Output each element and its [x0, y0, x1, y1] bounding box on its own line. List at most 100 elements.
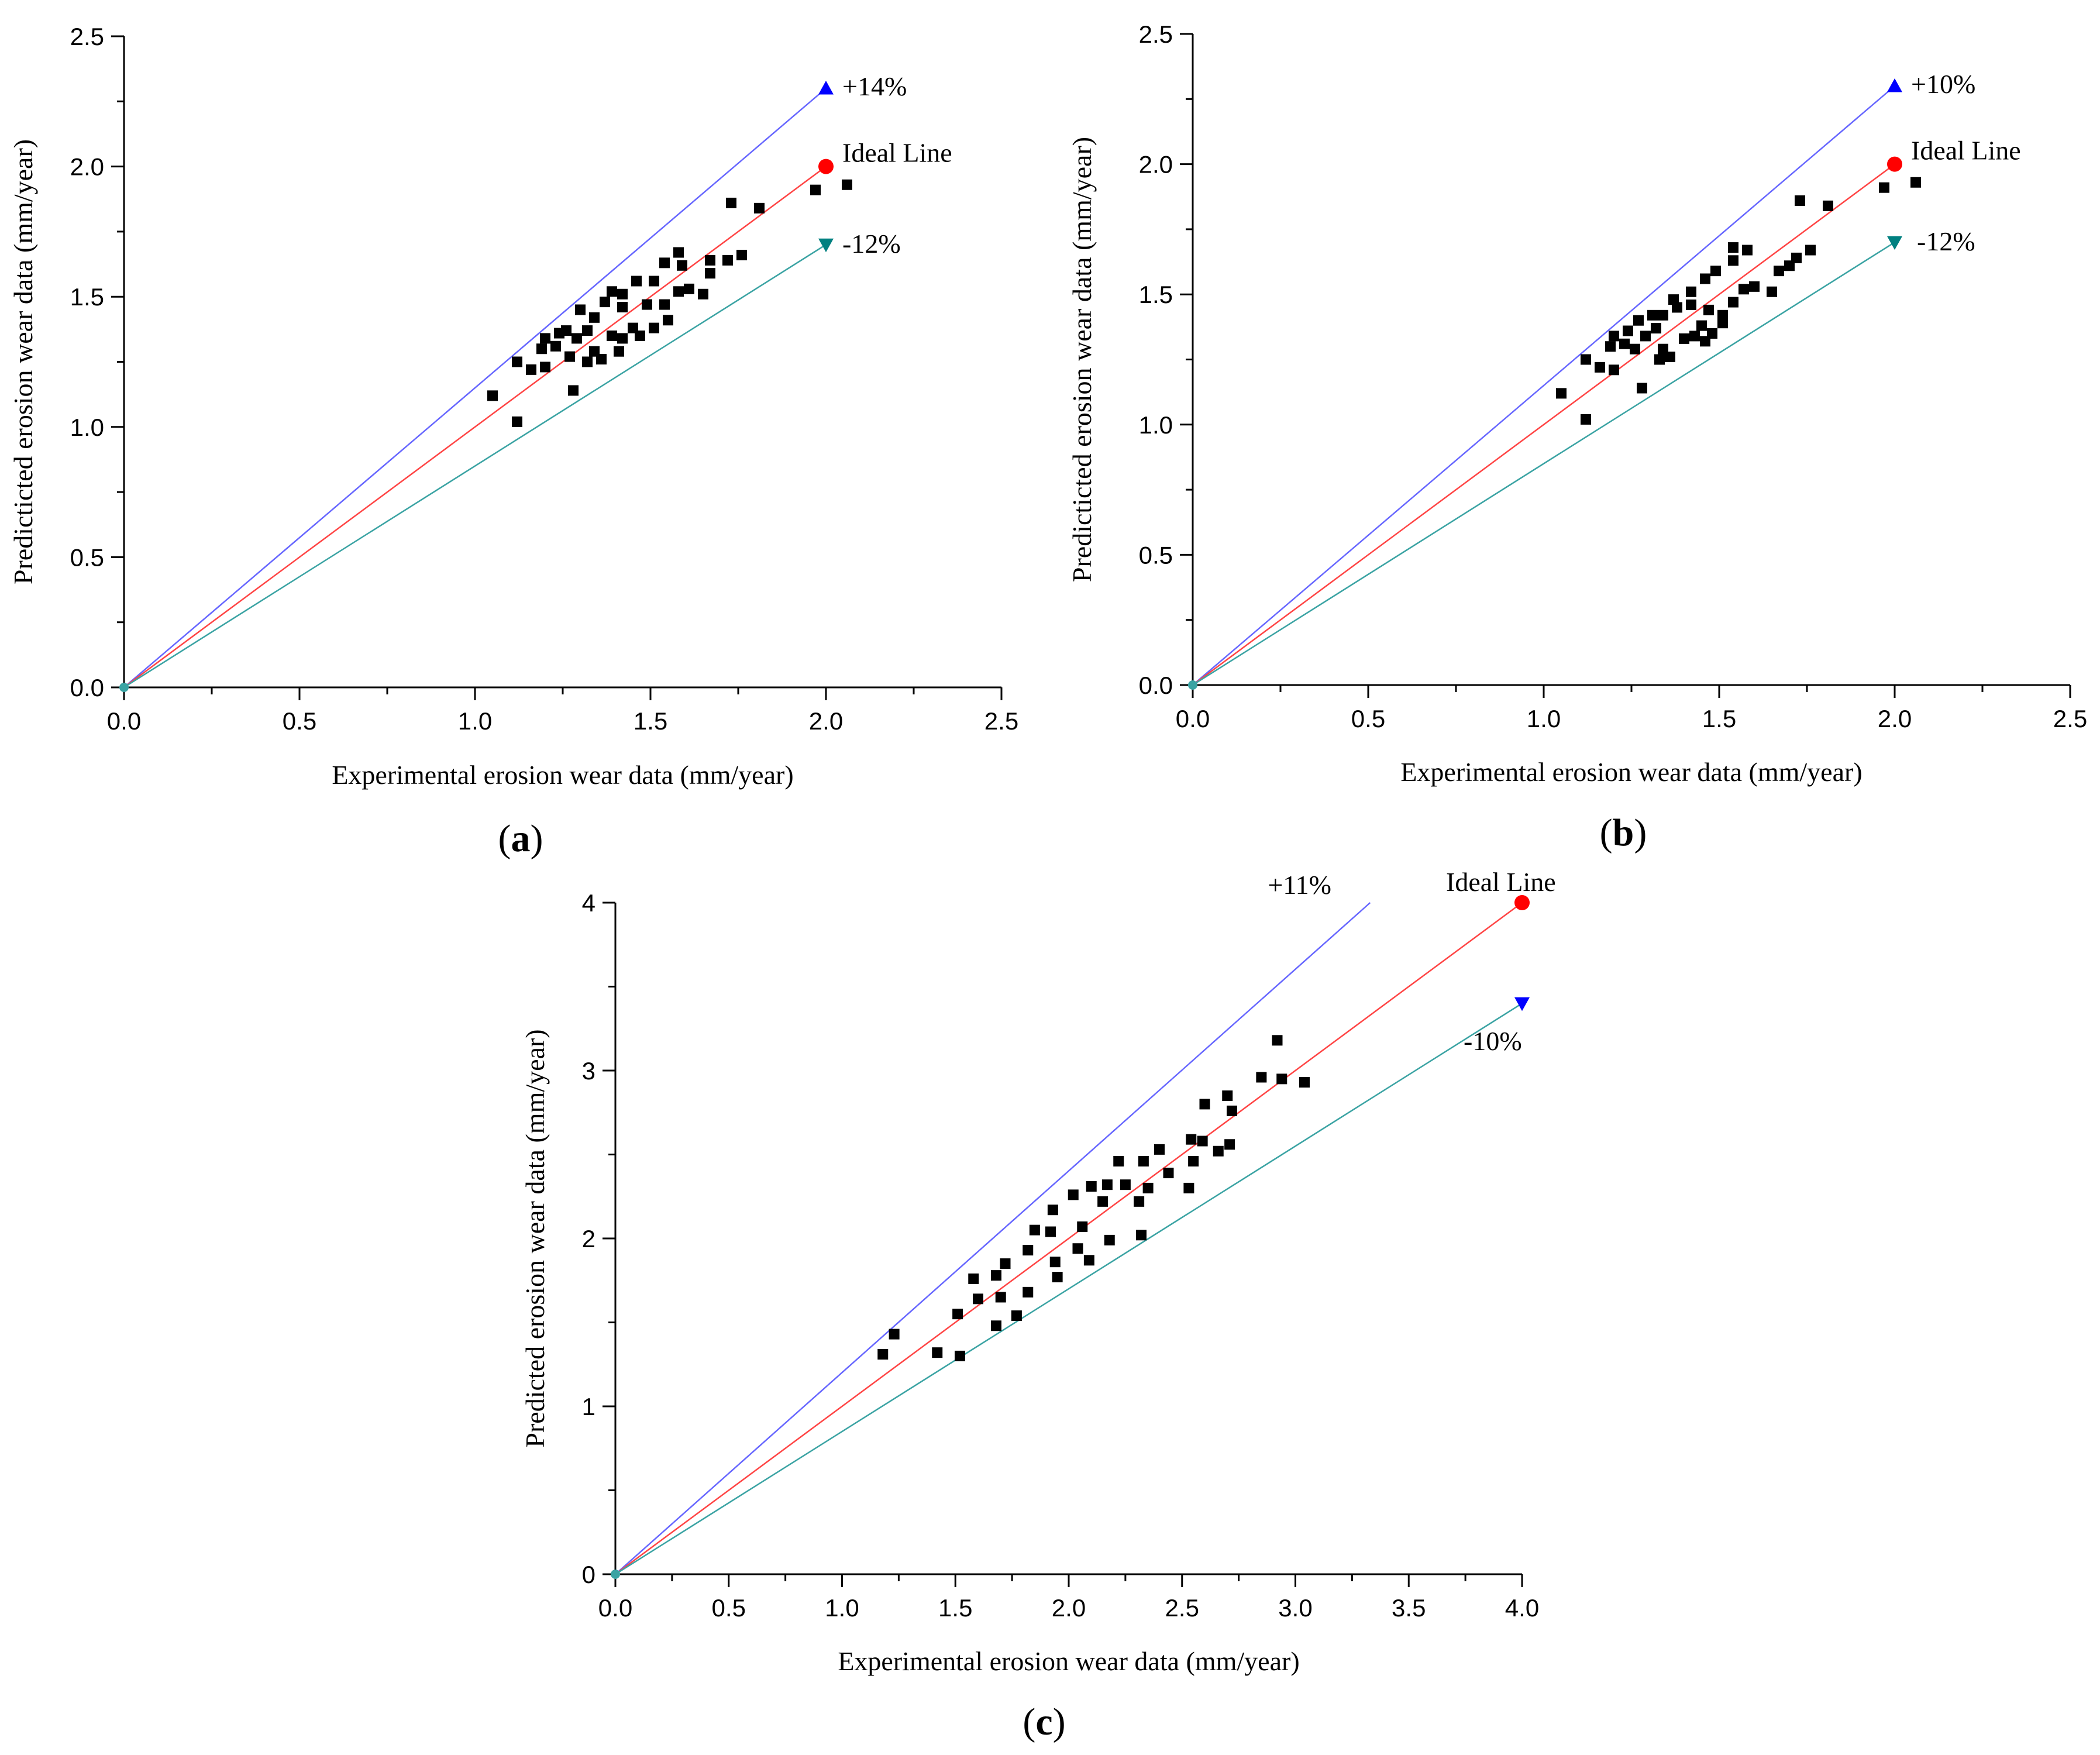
series-line-12: [1192, 242, 1895, 686]
data-point: [1188, 1155, 1199, 1166]
data-point: [600, 297, 610, 308]
end-marker-ideal-line: [818, 159, 834, 174]
data-point: [1605, 341, 1616, 352]
end-marker-12: [1887, 236, 1902, 250]
data-point: [572, 333, 582, 344]
data-point: [575, 304, 586, 315]
series-line-14: [123, 88, 827, 688]
y-tick-label: 3: [582, 1057, 595, 1085]
data-point: [561, 325, 572, 336]
data-point: [1630, 343, 1640, 355]
data-point: [1689, 331, 1700, 342]
x-tick-label: 0.0: [598, 1594, 632, 1622]
y-tick-label: 0.5: [70, 543, 104, 571]
data-point: [1710, 266, 1721, 277]
end-marker-10: [1514, 997, 1530, 1011]
data-point: [568, 385, 579, 396]
series-label-12: -12%: [1917, 226, 1975, 256]
series-line-11: [615, 902, 1371, 1575]
data-point: [1299, 1077, 1310, 1088]
x-axis-title: Experimental erosion wear data (mm/year): [332, 760, 793, 790]
data-point: [1154, 1144, 1165, 1155]
y-tick-label: 1.0: [70, 414, 104, 441]
data-point: [649, 322, 659, 333]
data-point: [955, 1350, 965, 1361]
data-point: [1000, 1258, 1011, 1269]
data-point: [1120, 1179, 1131, 1190]
data-point: [512, 356, 522, 367]
data-point: [1222, 1090, 1233, 1102]
data-point: [889, 1329, 900, 1340]
data-point: [726, 197, 736, 208]
x-axis-title: Experimental erosion wear data (mm/year): [838, 1646, 1299, 1676]
x-tick-label: 0.5: [712, 1594, 746, 1622]
data-point: [642, 299, 652, 310]
data-point: [1213, 1145, 1224, 1157]
data-point: [736, 249, 747, 260]
data-point: [1272, 1035, 1283, 1046]
series-label-10: -10%: [1464, 1026, 1522, 1056]
data-point: [698, 288, 708, 300]
series-line-ideal-line: [615, 901, 1523, 1575]
data-point: [607, 330, 617, 341]
y-tick-label: 1: [582, 1393, 595, 1420]
data-point: [1665, 352, 1675, 363]
data-point: [722, 254, 733, 266]
y-tick-label: 2.0: [70, 153, 104, 181]
data-point: [754, 202, 765, 214]
data-point: [1142, 1182, 1154, 1193]
data-point: [540, 333, 550, 344]
data-point: [1640, 331, 1651, 342]
data-point: [673, 286, 684, 297]
data-point: [1717, 318, 1728, 329]
data-point: [1068, 1189, 1079, 1200]
x-tick-label: 0.5: [1351, 705, 1385, 732]
data-point: [649, 276, 659, 287]
x-tick-label: 0.0: [1176, 705, 1210, 732]
chart-a: 0.0 0.5 1.0 1.5 2.0 2.5 0.0 0.5 1.0 1.5 2.0 2.5 Expe…: [8, 23, 1018, 860]
data-point: [1633, 315, 1644, 326]
data-point: [1795, 195, 1805, 206]
data-point: [1134, 1196, 1145, 1207]
data-point: [1595, 362, 1605, 373]
data-point: [1023, 1245, 1034, 1256]
series-label-12: -12%: [842, 229, 901, 259]
data-point: [1749, 281, 1760, 292]
data-point: [1637, 383, 1647, 394]
data-point: [536, 343, 547, 355]
data-point: [1651, 323, 1661, 334]
data-point: [540, 362, 550, 373]
series-line-ideal-line: [123, 166, 827, 689]
x-tick-label: 2.5: [2053, 705, 2087, 732]
data-point: [596, 354, 607, 365]
x-tick-label: 0.0: [107, 707, 141, 735]
data-point: [1581, 354, 1591, 365]
series-line-ideal-line: [1192, 163, 1895, 686]
end-marker-12: [818, 238, 834, 253]
x-tick-label: 1.5: [634, 707, 667, 735]
data-point: [1805, 245, 1816, 256]
data-point: [512, 416, 522, 427]
data-point: [589, 312, 600, 323]
y-axis-title: Predicticted erosion wear data (mm/year): [8, 139, 38, 584]
panel-label: (b): [1600, 811, 1647, 854]
data-point: [1910, 177, 1921, 188]
x-tick-label: 2.0: [1052, 1594, 1086, 1622]
data-point: [1113, 1155, 1124, 1166]
data-point: [1742, 245, 1753, 256]
data-point: [1049, 1257, 1061, 1268]
data-point: [1136, 1230, 1147, 1241]
data-point: [673, 247, 684, 258]
data-point: [659, 257, 670, 269]
data-point: [617, 288, 628, 300]
series-line-12: [123, 244, 827, 689]
y-tick-label: 0.0: [1139, 672, 1173, 699]
y-tick-label: 1.5: [70, 283, 104, 311]
data-point: [487, 390, 498, 401]
data-point: [1197, 1135, 1208, 1147]
x-tick-label: 2.0: [809, 707, 843, 735]
data-point: [1609, 331, 1619, 342]
y-tick-label: 2.0: [1139, 151, 1173, 178]
data-point: [1879, 182, 1889, 193]
end-marker-ideal-line: [1887, 156, 1902, 172]
